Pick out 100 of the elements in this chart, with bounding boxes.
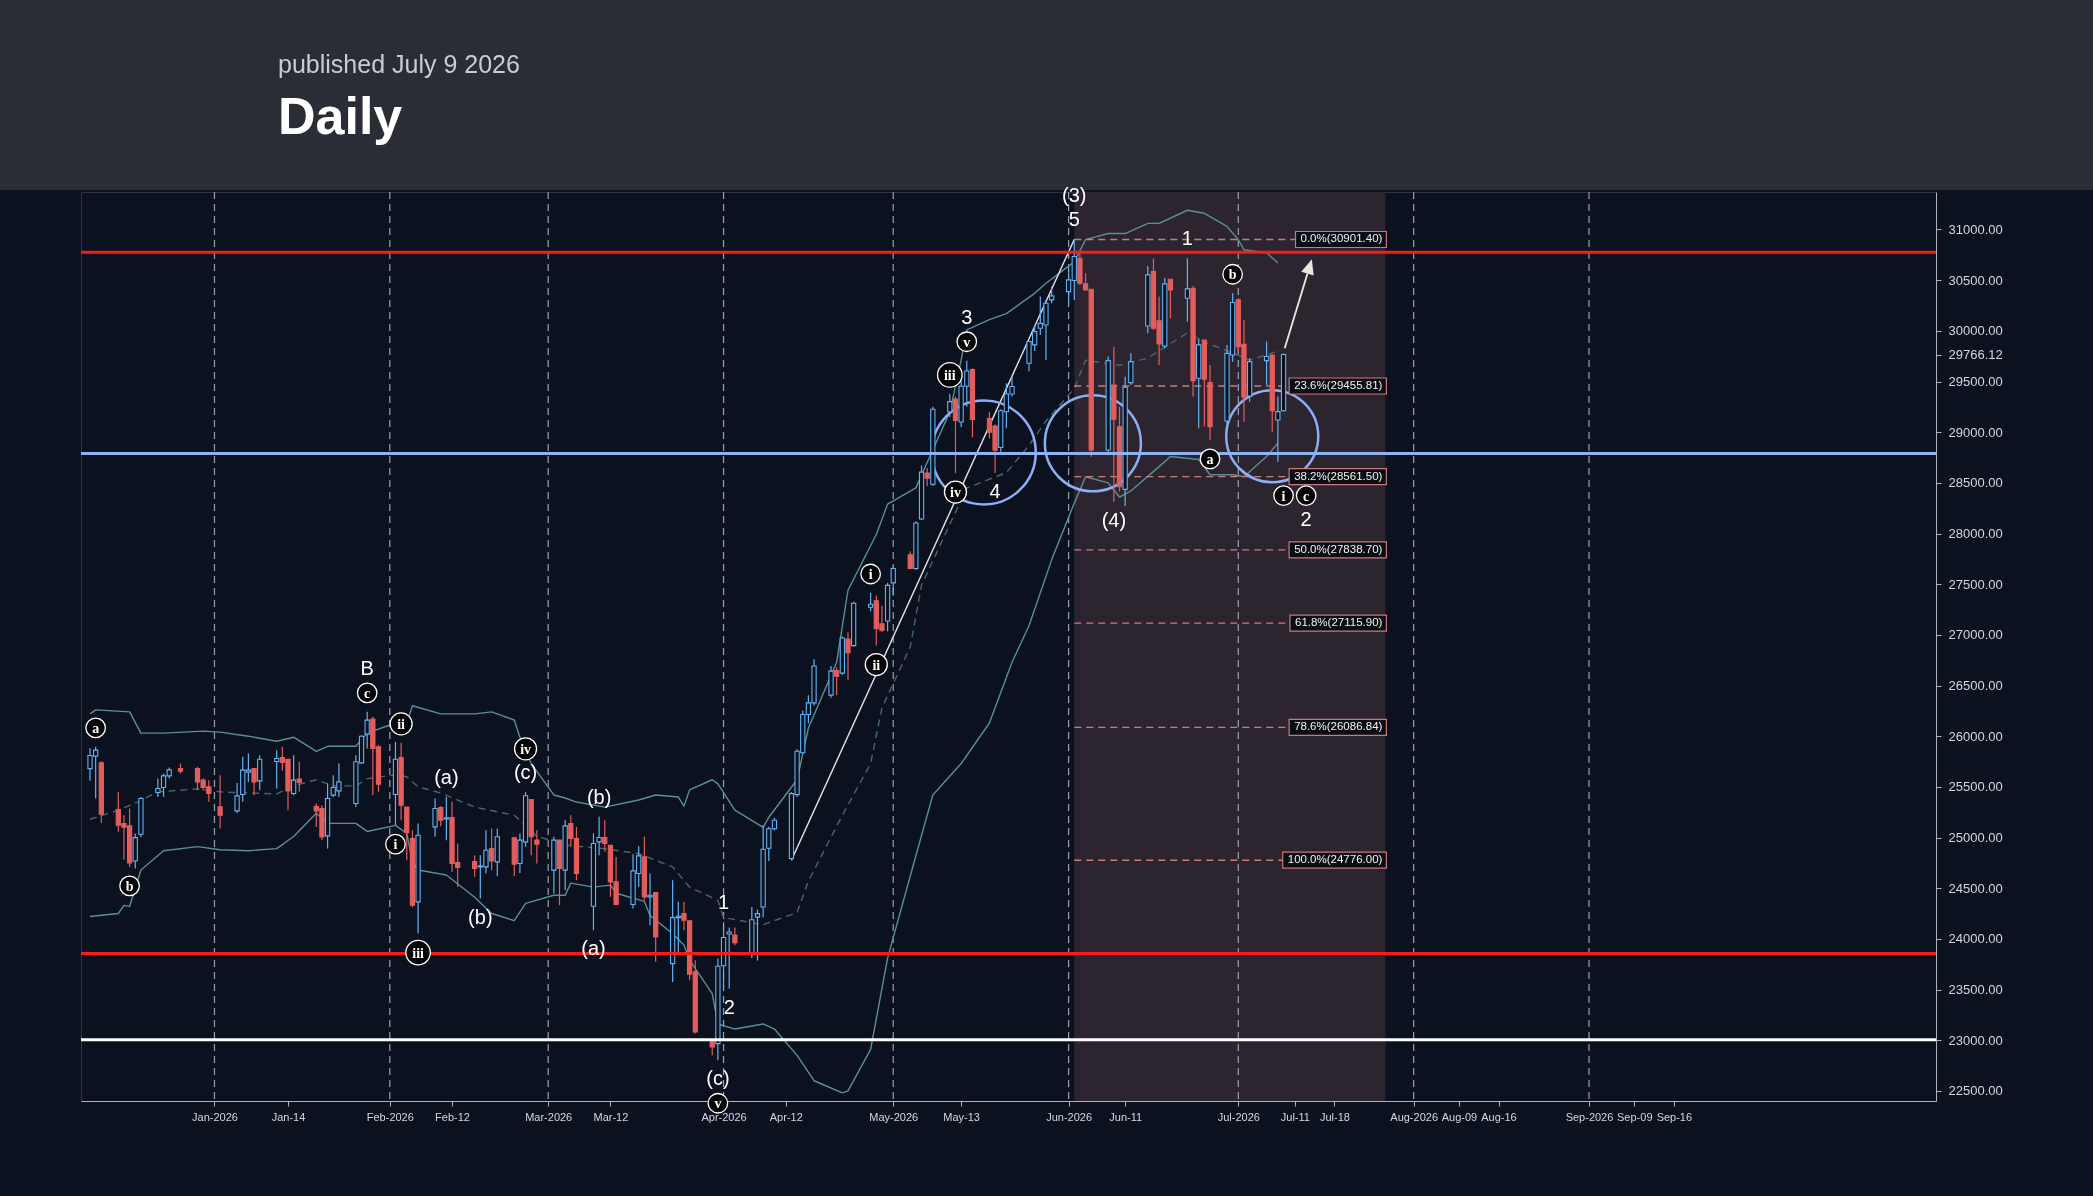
candlestick [234,782,240,814]
x-tick-label: Apr-12 [769,1110,803,1123]
chart-subtitle: published July 9 2026 [278,49,520,79]
y-tick-label: 30000.00 [1948,323,2003,339]
annotation: (4) [1101,508,1127,531]
series-label: 50.0%(27838.70) [1294,542,1383,555]
x-tick-label: Jan-14 [271,1110,306,1123]
chart-title: Daily [278,86,403,146]
x-tick-label: Mar-12 [593,1110,629,1123]
y-tick-label: 22500.00 [1948,1083,2003,1099]
line-series [89,442,1279,1094]
candlestick [947,393,953,418]
annotation: 5 [1068,208,1080,231]
candlestick [890,566,896,597]
annotation: (b) [586,785,612,808]
candlestick [364,711,370,750]
annotation: b [125,878,134,894]
annotation: ii [397,716,406,732]
annotation: (a) [434,765,459,788]
candlestick [1167,278,1174,319]
y-tick-label: 31000.00 [1948,221,2003,237]
candlestick [438,805,444,827]
y-tick-label: 28500.00 [1948,475,2003,491]
candlestick [472,854,478,878]
y-tick-label: 28000.00 [1948,526,2003,542]
x-tick-label: Jun-11 [1109,1110,1143,1123]
candlestick [754,908,761,962]
annotation: i [393,837,398,853]
annotation: B [360,656,374,679]
candlestick [596,816,602,856]
y-tick-label: 23500.00 [1948,982,2003,998]
candlestick [647,872,653,926]
line-series [89,332,1279,926]
candlestick [274,749,280,790]
candlestick [296,761,302,793]
y-tick-label: 26500.00 [1948,678,2003,694]
annotation: (c) [706,1067,730,1090]
candlestick [1184,257,1191,323]
annotation: v [714,1096,722,1112]
annotation: 1 [717,891,730,914]
candlestick [845,631,851,681]
y-tick-label: 23000.00 [1948,1032,2003,1048]
line-series [89,209,1279,829]
x-tick-label: Feb-12 [435,1110,470,1123]
annotation: (c) [513,760,538,783]
annotation: b [1228,267,1237,283]
x-tick-label: Sep-16 [1656,1110,1693,1123]
series-label: 100.0%(24776.00) [1287,853,1383,866]
annotation: ii [872,657,881,673]
x-tick-label: Jul-11 [1280,1110,1310,1123]
y-tick-label: 26000.00 [1948,728,2003,744]
annotation: 2 [1300,507,1312,530]
series-label: 78.6%(26086.84) [1294,720,1383,733]
y-tick-label: 25000.00 [1948,830,2003,846]
candlestick [432,797,438,838]
series-label: 38.2%(28561.50) [1294,469,1383,482]
x-tick-label: Jul-2026 [1217,1110,1260,1123]
y-tick-label: 29000.00 [1948,424,2003,440]
x-tick-label: Aug-16 [1481,1110,1517,1123]
candlestick [443,796,450,841]
candlestick [251,767,257,796]
series-label: 23.6%(29455.81) [1294,378,1383,391]
candlestick [952,395,959,474]
annotation: iii [943,367,956,383]
series-label: 0.0%(30901.40) [1300,232,1383,245]
x-tick-label: Sep-09 [1617,1110,1653,1123]
candlestick [488,827,495,871]
annotation: (3) [1062,184,1087,207]
annotation: iii [412,945,425,961]
x-tick-label: Jul-18 [1319,1110,1350,1123]
annotation: v [963,334,971,350]
x-tick-label: Aug-2026 [1390,1110,1439,1123]
x-tick-label: Feb-2026 [366,1110,414,1123]
candlestick [155,777,161,798]
candlestick [217,774,223,830]
y-tick-label: 27000.00 [1948,627,2003,643]
annotation: 4 [989,480,1001,503]
candlestick [132,832,138,870]
annotation: 3 [961,305,973,328]
y-tick-label: 25500.00 [1948,779,2003,795]
y-tick-label: 29500.00 [1948,374,2003,389]
y-tick-label: 27500.00 [1948,576,2003,592]
annotation: a [1206,451,1214,467]
annotation: c [364,685,371,701]
candlestick [1263,340,1270,386]
candlestick [726,926,732,990]
x-tick-label: Apr-2026 [701,1110,747,1123]
x-tick-label: May-13 [943,1110,980,1123]
candlestick [534,829,540,865]
candlestick [602,819,608,853]
y-tick-label: 24000.00 [1948,931,2003,947]
annotation: i [868,566,873,582]
x-tick-label: Sep-2026 [1565,1110,1614,1123]
y-tick-label: 24500.00 [1948,880,2003,896]
annotation: (b) [468,905,493,928]
x-tick-label: Aug-09 [1441,1110,1478,1123]
x-tick-label: Jan-2026 [192,1110,238,1123]
x-tick-label: May-2026 [869,1110,919,1123]
candlestick [290,754,297,796]
y-tick-label: 30500.00 [1948,272,2003,288]
